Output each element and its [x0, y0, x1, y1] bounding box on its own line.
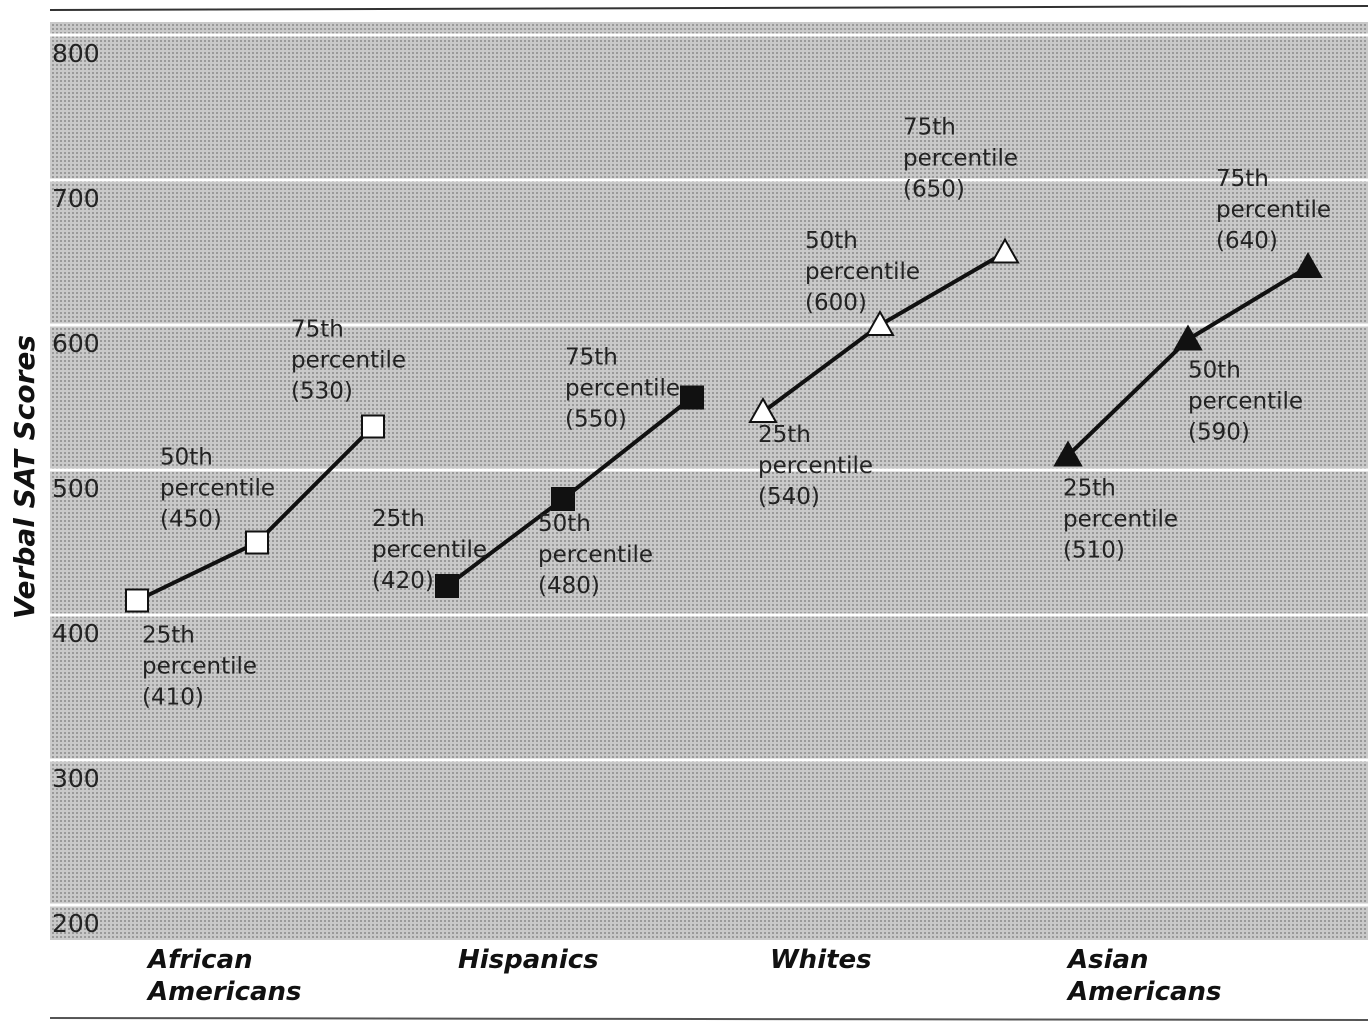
data-point-marker	[865, 309, 895, 336]
data-point-marker	[680, 385, 704, 410]
data-point-label: 25th percentile (540)	[758, 422, 873, 510]
data-point-label-line: percentile	[1188, 389, 1303, 415]
data-point-marker	[990, 237, 1020, 264]
data-point-label: 25th percentile (410)	[142, 623, 257, 711]
category-label-line: Americans	[146, 977, 302, 1007]
data-point-label: 50th percentile (450)	[160, 445, 275, 533]
y-tick-label: 500	[52, 474, 100, 503]
data-point-label-line: (600)	[805, 290, 867, 316]
data-point-marker	[1293, 251, 1323, 278]
data-point-label-line: (530)	[291, 379, 353, 405]
data-point-label-line: (480)	[538, 573, 600, 599]
data-point-label-line: percentile	[1216, 197, 1331, 223]
category-label-line: Hispanics	[458, 945, 599, 975]
data-point-label: 75th percentile (640)	[1216, 166, 1331, 254]
y-tick-label: 700	[52, 184, 100, 213]
category-label-line: Asian	[1066, 945, 1149, 975]
y-tick-label: 200	[52, 909, 100, 938]
y-axis-label: Verbal SAT Scores	[8, 335, 41, 619]
series-2: 25th percentile (540) 50th percentile (600) 75…	[748, 115, 1020, 510]
category-label-line: Whites	[770, 945, 872, 975]
data-point-marker	[435, 574, 459, 598]
data-point-label-line: (420)	[372, 568, 434, 594]
y-tick-label: 800	[52, 39, 100, 68]
data-point-label-line: percentile	[142, 654, 257, 680]
data-point-label-line: percentile	[903, 146, 1018, 172]
data-point-label-line: percentile	[538, 542, 653, 568]
data-point-label-line: percentile	[565, 376, 680, 402]
data-point-marker	[1173, 324, 1203, 351]
series-1: 25th percentile (420) 50th percentile (480) 75…	[372, 345, 704, 599]
data-point-label-line: (540)	[758, 484, 820, 510]
data-point-label: 75th percentile (530)	[291, 317, 406, 405]
data-point-label: 25th percentile (510)	[1063, 476, 1178, 564]
data-point-label-line: percentile	[372, 537, 487, 563]
data-point-label-line: 75th	[1216, 166, 1269, 192]
data-point-label-line: 25th	[1063, 476, 1116, 502]
category-label-line: Americans	[1066, 977, 1222, 1007]
y-tick-label: 600	[52, 329, 100, 358]
data-point-label-line: 50th	[805, 228, 858, 254]
data-point-label-line: 75th	[565, 345, 618, 371]
data-point-marker	[245, 530, 269, 555]
data-point-label-line: (590)	[1188, 420, 1250, 446]
category-label: Whites	[770, 945, 872, 975]
data-point-label-line: (450)	[160, 507, 222, 533]
data-point-marker	[125, 588, 149, 613]
data-point-label-line: 25th	[142, 623, 195, 649]
data-point-label-line: percentile	[291, 348, 406, 374]
data-point-label-line: (510)	[1063, 538, 1125, 564]
data-point-label: 50th percentile (480)	[538, 511, 653, 599]
category-label: Hispanics	[458, 945, 599, 975]
data-point-label: 50th percentile (590)	[1188, 358, 1303, 446]
bottom-rule	[49, 1017, 1369, 1021]
data-point-label-line: percentile	[805, 259, 920, 285]
plot-area	[50, 22, 1368, 940]
data-point-marker	[361, 414, 385, 439]
series-layer: 25th percentile (410) 50th percentile (450) 75…	[125, 115, 1331, 711]
data-point-label-line: 50th	[538, 511, 591, 537]
top-rule	[49, 5, 1369, 11]
data-point-label-line: percentile	[1063, 507, 1178, 533]
y-tick-labels: 200 300 400 500 600 700 800	[52, 39, 100, 938]
series-0: 25th percentile (410) 50th percentile (450) 75…	[125, 317, 406, 711]
data-point-label-line: (640)	[1216, 228, 1278, 254]
series-3: 25th percentile (510) 50th percentile (590) 75…	[1053, 166, 1331, 564]
y-tick-label: 400	[52, 619, 100, 648]
data-point-marker	[1053, 440, 1083, 467]
data-point-label: 75th percentile (650)	[903, 115, 1018, 203]
data-point-label: 50th percentile (600)	[805, 228, 920, 316]
data-point-label-line: (550)	[565, 407, 627, 433]
data-point-label: 25th percentile (420)	[372, 506, 487, 594]
data-point-label-line: 75th	[903, 115, 956, 141]
data-point-label-line: 25th	[372, 506, 425, 532]
data-point-label: 75th percentile (550)	[565, 345, 680, 433]
data-point-label-line: 50th	[1188, 358, 1241, 384]
category-label: Asian Americans	[1066, 945, 1222, 1007]
data-point-label-line: 50th	[160, 445, 213, 471]
data-point-label-line: 25th	[758, 422, 811, 448]
data-point-label-line: 75th	[291, 317, 344, 343]
data-point-label-line: (410)	[142, 685, 204, 711]
data-point-label-line: percentile	[758, 453, 873, 479]
data-point-marker	[551, 487, 575, 511]
data-point-label-line: (650)	[903, 177, 965, 203]
category-label: African Americans	[146, 945, 302, 1007]
gridlines	[50, 33, 1368, 907]
data-point-marker	[748, 396, 778, 423]
data-point-label-line: percentile	[160, 476, 275, 502]
y-tick-label: 300	[52, 764, 100, 793]
category-label-line: African	[146, 945, 253, 975]
